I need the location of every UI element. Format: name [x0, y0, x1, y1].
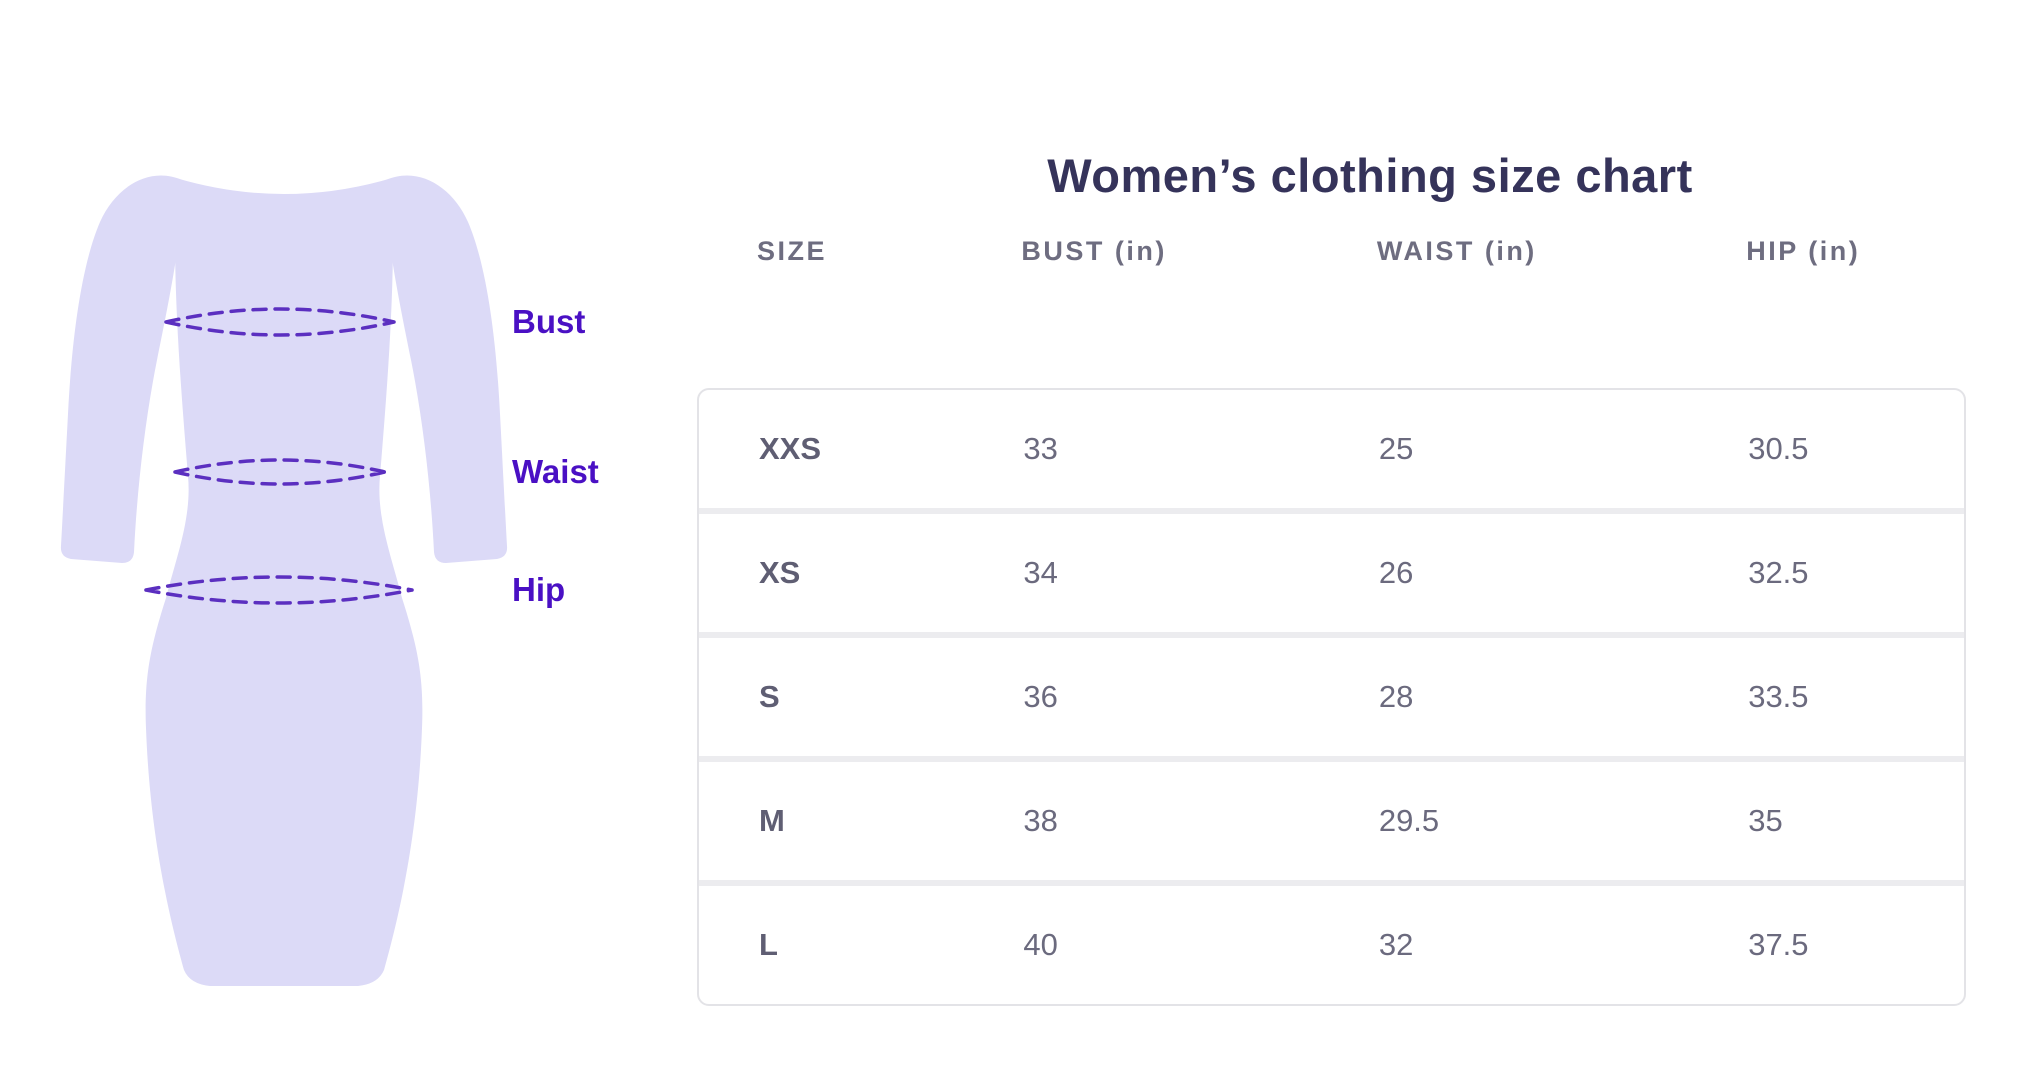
cell-waist: 26: [1378, 555, 1414, 590]
cell-hip: 37.5: [1748, 927, 1809, 962]
cell-hip: 35: [1748, 803, 1783, 838]
header-waist: WAIST (in): [1376, 236, 1537, 266]
dress-right-sleeve-shape: [386, 175, 508, 563]
waist-label: Waist: [512, 453, 599, 490]
table-header-row: SIZE BUST (in) WAIST (in) HIP (in): [697, 236, 1962, 267]
measurement-lines: [144, 307, 414, 605]
cell-hip: 33.5: [1748, 679, 1809, 714]
cell-size: XXS: [759, 431, 822, 466]
bust-label: Bust: [512, 303, 586, 340]
cell-waist: 32: [1378, 927, 1414, 962]
table-row-l: L 40 32 37.5: [699, 880, 1964, 1004]
size-table: XXS 33 25 30.5 XS 34 26 32.5 S 36 28 33.…: [697, 388, 1966, 1006]
cell-waist: 28: [1378, 679, 1414, 714]
hip-label: Hip: [512, 571, 566, 608]
dress-illustration: [58, 158, 510, 1010]
cell-size: S: [759, 679, 780, 714]
header-size: SIZE: [757, 236, 828, 266]
page-title: Women’s clothing size chart: [1047, 149, 1693, 202]
cell-bust: 34: [1023, 555, 1058, 590]
dress-body-shape: [145, 178, 423, 986]
dress-silhouette-svg: [60, 175, 508, 986]
cell-hip: 32.5: [1748, 555, 1809, 590]
cell-bust: 40: [1023, 927, 1058, 962]
cell-size: XS: [759, 555, 801, 590]
cell-hip: 30.5: [1748, 431, 1809, 466]
header-hip: HIP (in): [1746, 236, 1861, 266]
cell-size: M: [759, 803, 785, 838]
header-bust: BUST (in): [1021, 236, 1167, 266]
table-row-xxs: XXS 33 25 30.5: [699, 390, 1964, 508]
cell-waist: 29.5: [1378, 803, 1440, 838]
cell-size: L: [759, 927, 778, 962]
cell-bust: 36: [1023, 679, 1058, 714]
cell-bust: 33: [1023, 431, 1058, 466]
bust-line: [164, 307, 396, 337]
hip-line: [144, 575, 414, 605]
cell-bust: 38: [1023, 803, 1058, 838]
table-row-s: S 36 28 33.5: [699, 632, 1964, 756]
cell-waist: 25: [1378, 431, 1414, 466]
table-row-m: M 38 29.5 35: [699, 756, 1964, 880]
table-row-xs: XS 34 26 32.5: [699, 508, 1964, 632]
dress-left-sleeve-shape: [60, 175, 182, 563]
waist-line: [173, 458, 387, 486]
